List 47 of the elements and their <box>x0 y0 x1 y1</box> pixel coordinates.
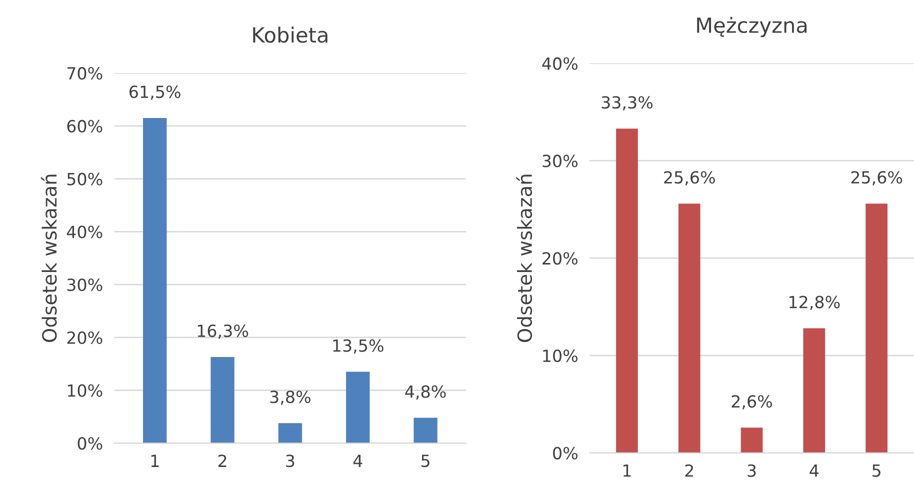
bar <box>803 328 826 453</box>
y-tick-label: 0% <box>78 437 102 450</box>
bar <box>278 423 302 444</box>
bar <box>616 128 638 453</box>
x-tick-label: 3 <box>286 454 294 468</box>
bar <box>678 204 700 453</box>
bar <box>740 428 763 453</box>
y-tick-label: 30% <box>542 154 578 168</box>
data-label: 25,6% <box>664 171 715 186</box>
x-tick-label: 1 <box>623 464 631 477</box>
y-tick-label: 40% <box>542 57 578 70</box>
y-tick-label: 60% <box>67 120 102 132</box>
data-label: 4,8% <box>405 385 446 400</box>
y-tick-label: 70% <box>67 67 102 80</box>
bar <box>346 372 370 444</box>
y-tick-label: 10% <box>543 349 578 362</box>
data-label: 12,8% <box>790 296 840 310</box>
data-label: 61,5% <box>130 85 180 100</box>
y-tick-label: 20% <box>67 331 102 344</box>
data-label: 2,6% <box>732 395 772 410</box>
y-axis-title: Odsetek wskazań <box>40 174 57 342</box>
chart-title: Kobieta <box>253 26 328 43</box>
data-label: 13,5% <box>333 339 384 354</box>
x-tick-label: 3 <box>748 464 756 477</box>
y-tick-label: 50% <box>67 172 102 186</box>
x-tick-label: 5 <box>872 464 880 477</box>
x-tick-label: 4 <box>810 464 819 477</box>
y-tick-label: 0% <box>553 446 578 460</box>
y-tick-label: 10% <box>68 384 102 397</box>
data-label: 33,3% <box>602 96 653 110</box>
bar <box>866 204 888 453</box>
bar <box>143 118 167 444</box>
x-tick-label: 4 <box>353 454 362 467</box>
data-label: 16,3% <box>198 324 248 339</box>
x-tick-label: 2 <box>685 464 693 477</box>
data-label: 25,6% <box>851 171 902 186</box>
x-tick-label: 2 <box>218 454 226 467</box>
y-axis-title: Odsetek wskazań <box>516 174 532 342</box>
chart-title: Mężczyzna <box>697 16 807 38</box>
x-tick-label: 5 <box>422 454 430 468</box>
bar <box>414 418 438 444</box>
y-tick-label: 20% <box>542 252 578 265</box>
bar <box>210 356 234 444</box>
data-label: 3,8% <box>270 390 310 405</box>
x-tick-label: 1 <box>151 454 159 467</box>
y-tick-label: 30% <box>67 278 102 292</box>
y-tick-label: 40% <box>66 226 102 238</box>
